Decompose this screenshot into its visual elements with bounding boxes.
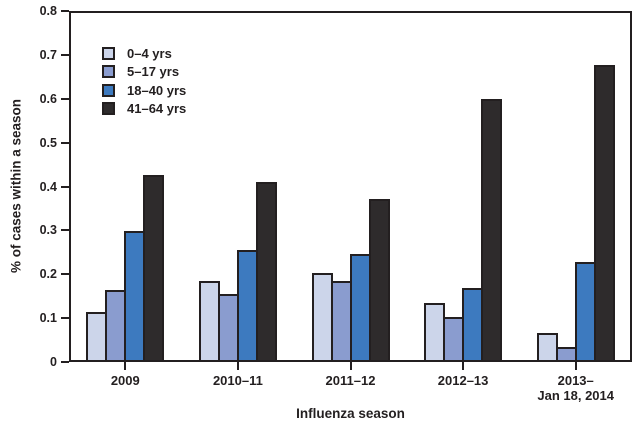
y-tick-label: 0.5 xyxy=(39,135,57,150)
y-tick-label: 0.6 xyxy=(39,91,57,106)
legend-item: 5–17 yrs xyxy=(102,63,186,82)
legend-label: 18–40 yrs xyxy=(127,82,187,98)
x-tick-mark xyxy=(124,362,127,370)
y-tick-mark xyxy=(61,317,69,320)
bar-18–40-yrs-2010–11 xyxy=(237,250,258,362)
bar-0–4-yrs-2013–-Jan-18,-2014 xyxy=(537,333,558,362)
bar-41–64-yrs-2009 xyxy=(143,175,164,362)
bar-5–17-yrs-2011–12 xyxy=(331,281,352,362)
bar-41–64-yrs-2011–12 xyxy=(369,199,390,362)
y-tick-label: 0.1 xyxy=(39,311,57,326)
y-tick-mark xyxy=(61,53,69,56)
bar-18–40-yrs-2009 xyxy=(124,231,145,362)
x-tick-label: 2009 xyxy=(110,373,140,388)
y-tick-mark xyxy=(61,229,69,232)
bar-5–17-yrs-2009 xyxy=(105,290,126,362)
legend-item: 0–4 yrs xyxy=(102,44,186,63)
y-tick-label: 0.4 xyxy=(39,179,57,194)
legend-item: 41–64 yrs xyxy=(102,100,186,119)
y-tick-mark xyxy=(61,361,69,363)
y-tick-mark xyxy=(61,97,69,100)
y-tick-label: 0 xyxy=(50,355,57,369)
x-tick-mark xyxy=(462,362,465,370)
legend: 0–4 yrs 5–17 yrs 18–40 yrs 41–64 yrs xyxy=(102,44,186,118)
bar-41–64-yrs-2010–11 xyxy=(256,182,277,362)
x-tick-mark xyxy=(574,362,577,370)
legend-label: 0–4 yrs xyxy=(127,45,172,61)
y-tick-label: 0.8 xyxy=(39,4,57,18)
x-tick-mark xyxy=(236,362,239,370)
bar-0–4-yrs-2009 xyxy=(86,312,107,362)
y-tick-mark xyxy=(61,185,69,188)
y-tick-label: 0.7 xyxy=(39,47,57,62)
bar-5–17-yrs-2013–-Jan-18,-2014 xyxy=(556,347,577,362)
y-tick-mark xyxy=(61,10,69,12)
bar-5–17-yrs-2010–11 xyxy=(218,294,239,362)
legend-label: 5–17 yrs xyxy=(127,64,180,80)
x-tick-label: 2012–13 xyxy=(437,373,489,388)
bar-5–17-yrs-2012–13 xyxy=(443,317,464,362)
bar-18–40-yrs-2013–-Jan-18,-2014 xyxy=(575,262,596,362)
y-tick-mark xyxy=(61,141,69,144)
legend-swatch xyxy=(102,46,115,60)
bar-41–64-yrs-2012–13 xyxy=(481,99,502,362)
legend-item: 18–40 yrs xyxy=(102,81,186,100)
x-tick-mark xyxy=(349,362,352,370)
x-tick-label: 2011–12 xyxy=(325,373,376,388)
legend-label: 41–64 yrs xyxy=(127,101,187,117)
legend-swatch xyxy=(102,102,115,116)
bar-41–64-yrs-2013–-Jan-18,-2014 xyxy=(594,65,615,362)
legend-swatch xyxy=(102,83,115,97)
bar-18–40-yrs-2011–12 xyxy=(350,254,371,362)
bar-18–40-yrs-2012–13 xyxy=(462,288,483,362)
y-tick-label: 0.3 xyxy=(39,223,57,238)
legend-swatch xyxy=(102,65,115,79)
bar-0–4-yrs-2010–11 xyxy=(199,281,220,362)
x-tick-label: 2013– Jan 18, 2014 xyxy=(537,373,614,403)
y-tick-label: 0.2 xyxy=(39,267,57,282)
x-tick-label: 2010–11 xyxy=(212,373,263,388)
y-tick-mark xyxy=(61,273,69,276)
bar-0–4-yrs-2012–13 xyxy=(424,303,445,362)
bar-0–4-yrs-2011–12 xyxy=(312,273,333,362)
x-axis-title: Influenza season xyxy=(296,406,405,421)
